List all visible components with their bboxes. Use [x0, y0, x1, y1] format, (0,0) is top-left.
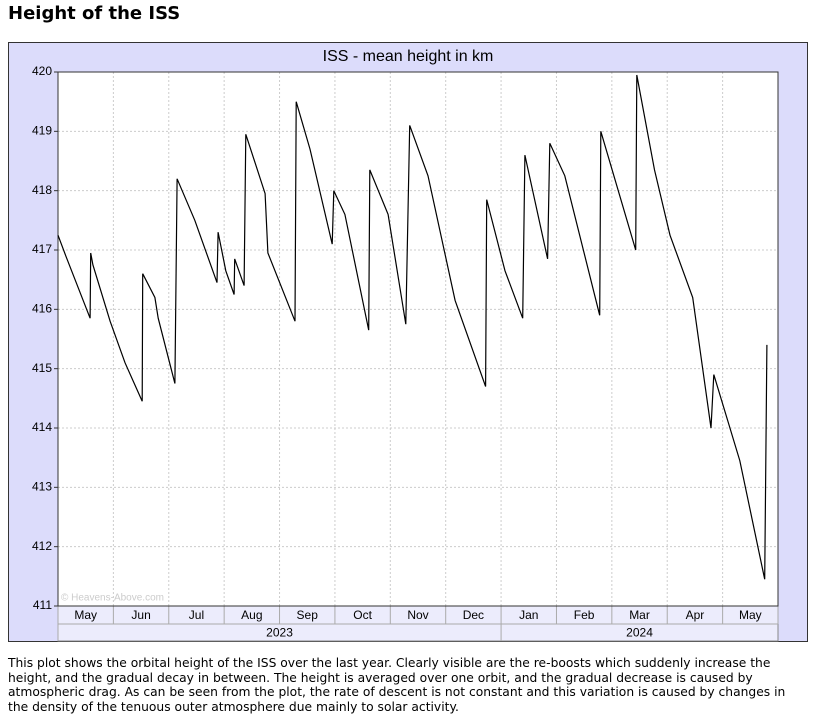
- chart: ISS - mean height in km 411 412 413 414 415 4…: [8, 42, 808, 642]
- description: This plot shows the orbital height of th…: [8, 656, 786, 714]
- y-tick-label: 419: [32, 124, 52, 138]
- data-line: [57, 74, 768, 580]
- y-tick-label: 417: [32, 242, 52, 256]
- x-tick-label: Jun: [131, 608, 150, 622]
- y-tick-label: 414: [32, 420, 52, 434]
- y-tick-label: 411: [33, 598, 52, 612]
- y-tick-label: 418: [32, 183, 52, 197]
- chart-title: ISS - mean height in km: [323, 48, 494, 65]
- y-tick-label: 415: [32, 361, 52, 375]
- x-tick-label: Jul: [189, 608, 204, 622]
- plot-border: [57, 71, 779, 607]
- y-tick-label: 420: [32, 64, 52, 78]
- x-tick-label: Aug: [241, 608, 262, 622]
- x-tick-label: Dec: [463, 608, 484, 622]
- year-label: 2023: [266, 626, 293, 640]
- x-tick-label: Oct: [353, 608, 372, 622]
- year-label: 2024: [626, 626, 653, 640]
- x-tick-label: May: [74, 608, 97, 622]
- x-tick-label: May: [739, 608, 762, 622]
- plot-area: [58, 72, 778, 606]
- y-tick-label: 413: [32, 480, 52, 494]
- page-title: Height of the ISS: [8, 3, 181, 24]
- x-tick-label: Jan: [519, 608, 538, 622]
- watermark: © Heavens-Above.com: [61, 593, 164, 604]
- y-tick-label: 412: [32, 539, 52, 553]
- x-tick-label: Apr: [686, 608, 705, 622]
- y-tick-label: 416: [32, 302, 52, 316]
- x-tick-label: Feb: [574, 608, 595, 622]
- x-tick-label: Sep: [297, 608, 319, 622]
- x-tick-label: Mar: [629, 608, 650, 622]
- x-tick-label: Nov: [407, 608, 428, 622]
